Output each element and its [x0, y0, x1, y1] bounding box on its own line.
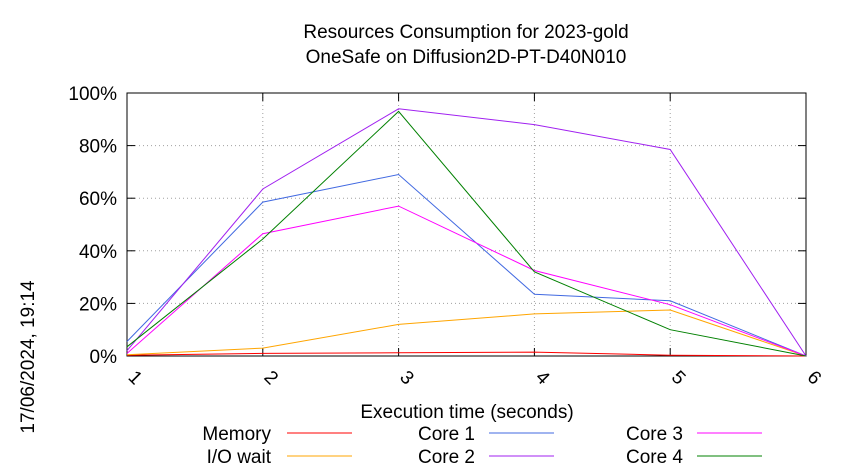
series-line-i-o-wait [126, 309, 807, 357]
legend-label-core-1: Core 1 [418, 424, 475, 445]
y-tick-label: 0% [90, 347, 118, 368]
y-tick-label: 40% [79, 242, 117, 263]
x-tick-label: 6 [803, 367, 825, 389]
series-line-core-2 [126, 108, 807, 357]
timestamp-label: 17/06/2024, 19:14 [18, 280, 39, 434]
y-tick-label: 20% [79, 294, 117, 315]
chart-subtitle: OneSafe on Diffusion2D-PT-D40N010 [306, 47, 627, 68]
series-lines [126, 108, 807, 357]
series-line-core-3 [126, 205, 807, 357]
legend-label-core-4: Core 4 [626, 447, 683, 468]
legend-label-core-3: Core 3 [626, 424, 683, 445]
series-line-memory [126, 351, 807, 357]
plot-border [126, 92, 807, 357]
y-tick-label: 60% [79, 189, 117, 210]
chart-title: Resources Consumption for 2023-gold [303, 22, 628, 43]
grid [127, 93, 806, 356]
x-axis-label: Execution time (seconds) [360, 402, 573, 423]
x-tick-label: 5 [667, 367, 689, 389]
axes: 0% 20% 40% 60% 80% 100% 1 2 3 4 5 6 [68, 84, 825, 390]
series-line-core-1 [126, 173, 807, 357]
x-tick-label: 4 [531, 367, 554, 390]
legend-label-core-2: Core 2 [418, 447, 475, 468]
legend-label-i-o-wait: I/O wait [207, 447, 272, 468]
series-line-core-4 [126, 110, 807, 357]
legend-label-memory: Memory [202, 424, 271, 445]
x-tick-label: 1 [124, 367, 146, 389]
y-tick-label: 80% [79, 137, 117, 158]
x-tick-label: 3 [395, 367, 417, 389]
y-tick-label: 100% [68, 84, 117, 105]
x-tick-label: 2 [260, 367, 282, 389]
